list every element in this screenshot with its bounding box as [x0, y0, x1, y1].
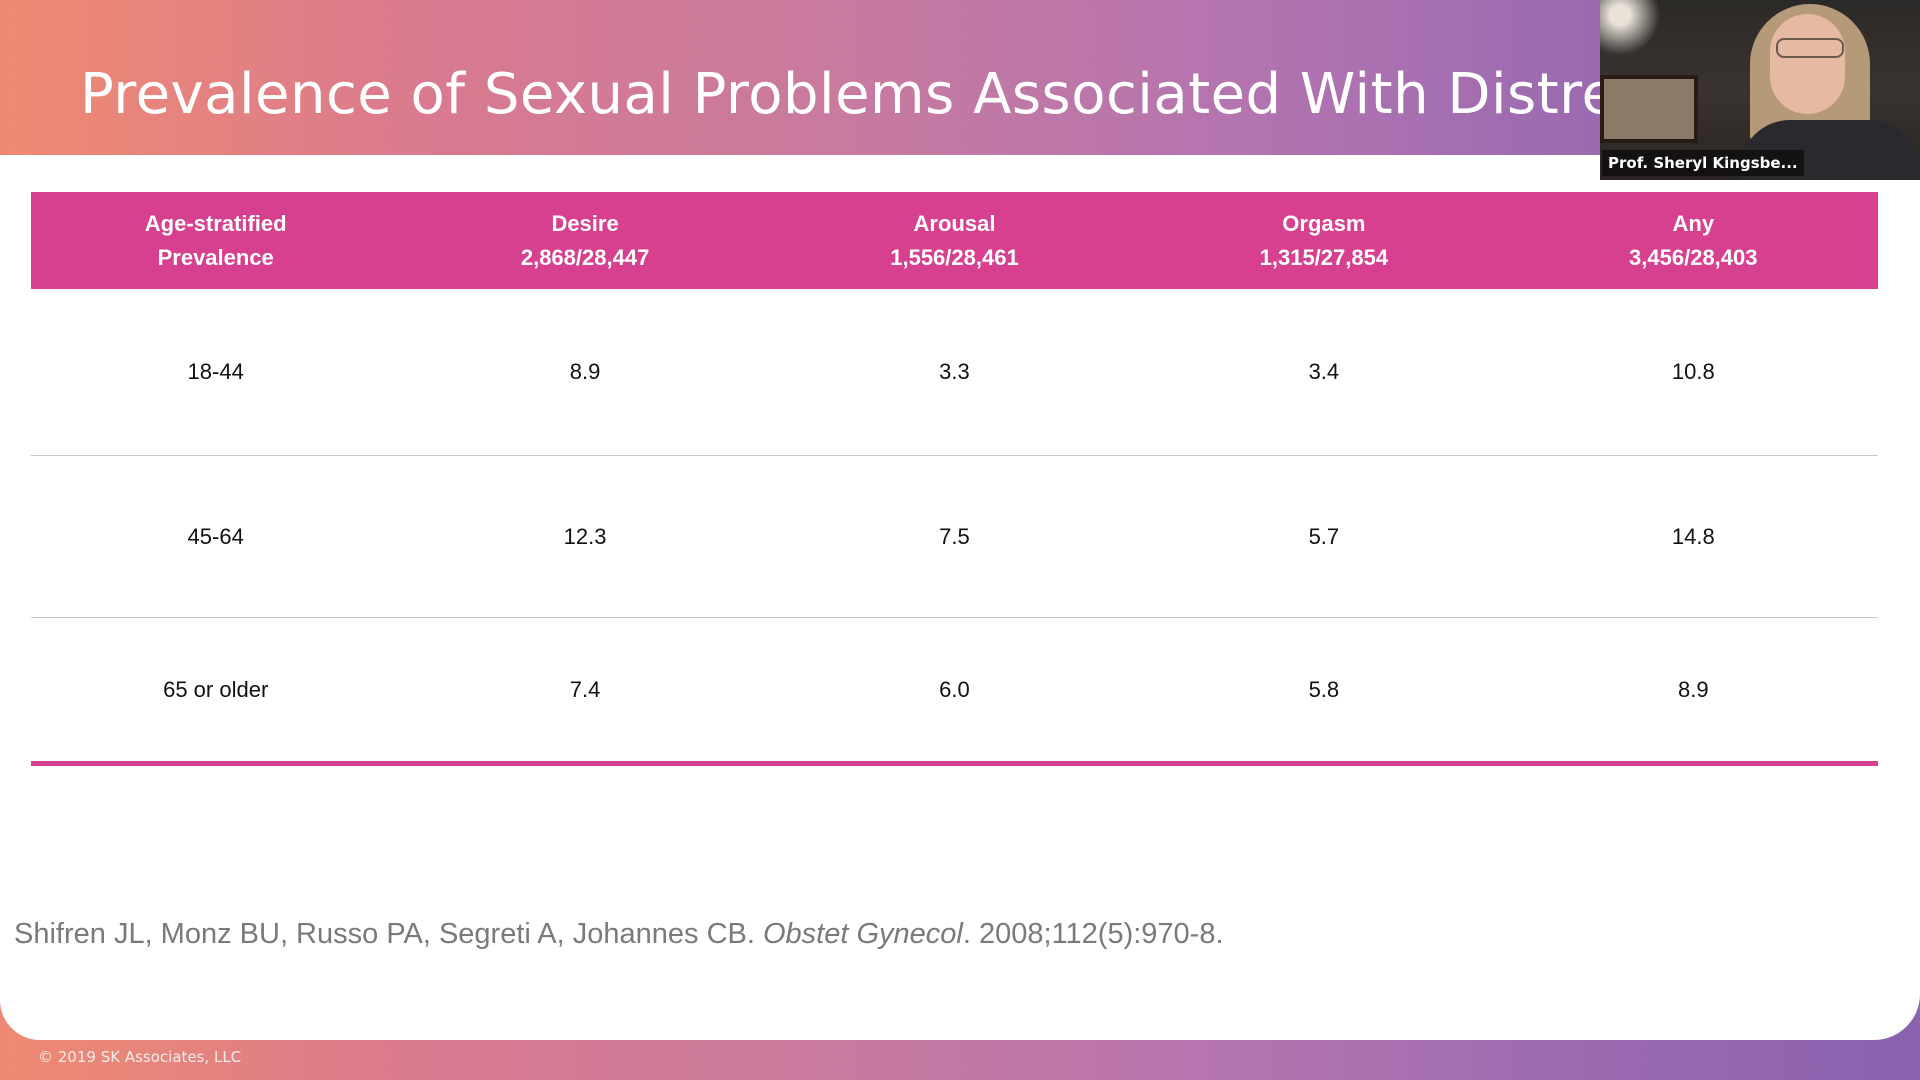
cell-age-group: 45-64 [31, 455, 401, 618]
cell-desire: 7.4 [400, 617, 770, 766]
copyright-notice: © 2019 SK Associates, LLC [38, 1048, 242, 1066]
cell-arousal: 3.3 [769, 289, 1140, 456]
citation-authors: Shifren JL, Monz BU, Russo PA, Segreti A… [14, 918, 755, 950]
header-arousal: Arousal 1,556/28,461 [769, 192, 1140, 289]
cell-any: 14.8 [1508, 455, 1878, 618]
cell-any: 10.8 [1508, 289, 1878, 456]
citation: Shifren JL, Monz BU, Russo PA, Segreti A… [14, 918, 1224, 951]
table-row: 45-64 12.3 7.5 5.7 14.8 [31, 455, 1878, 618]
header-desire: Desire 2,868/28,447 [400, 192, 770, 289]
table-row: 65 or older 7.4 6.0 5.8 8.9 [31, 617, 1878, 766]
table-row: 18-44 8.9 3.3 3.4 10.8 [31, 289, 1878, 456]
speaker-face [1770, 14, 1845, 114]
citation-journal: Obstet Gynecol [763, 918, 963, 950]
cell-orgasm: 5.8 [1139, 617, 1509, 766]
cell-age-group: 65 or older [31, 617, 401, 766]
cell-age-group: 18-44 [31, 289, 401, 456]
webcam-video-tile[interactable]: Prof. Sheryl Kingsbe... [1600, 0, 1920, 180]
webcam-participant-name: Prof. Sheryl Kingsbe... [1602, 150, 1804, 176]
cell-orgasm: 5.7 [1139, 455, 1509, 618]
header-age-stratified: Age-stratified Prevalence [31, 192, 401, 289]
table-header-row: Age-stratified Prevalence Desire 2,868/28,… [31, 192, 1878, 289]
speaker-glasses [1776, 38, 1844, 58]
cell-desire: 8.9 [400, 289, 770, 456]
citation-details: . 2008;112(5):970-8. [962, 918, 1224, 950]
header-any: Any 3,456/28,403 [1508, 192, 1878, 289]
prevalence-table: Age-stratified Prevalence Desire 2,868/28,… [31, 192, 1878, 766]
header-orgasm: Orgasm 1,315/27,854 [1139, 192, 1509, 289]
webcam-background-picture [1600, 75, 1698, 143]
cell-arousal: 6.0 [769, 617, 1140, 766]
cell-desire: 12.3 [400, 455, 770, 618]
cell-arousal: 7.5 [769, 455, 1140, 618]
cell-any: 8.9 [1508, 617, 1878, 766]
cell-orgasm: 3.4 [1139, 289, 1509, 456]
